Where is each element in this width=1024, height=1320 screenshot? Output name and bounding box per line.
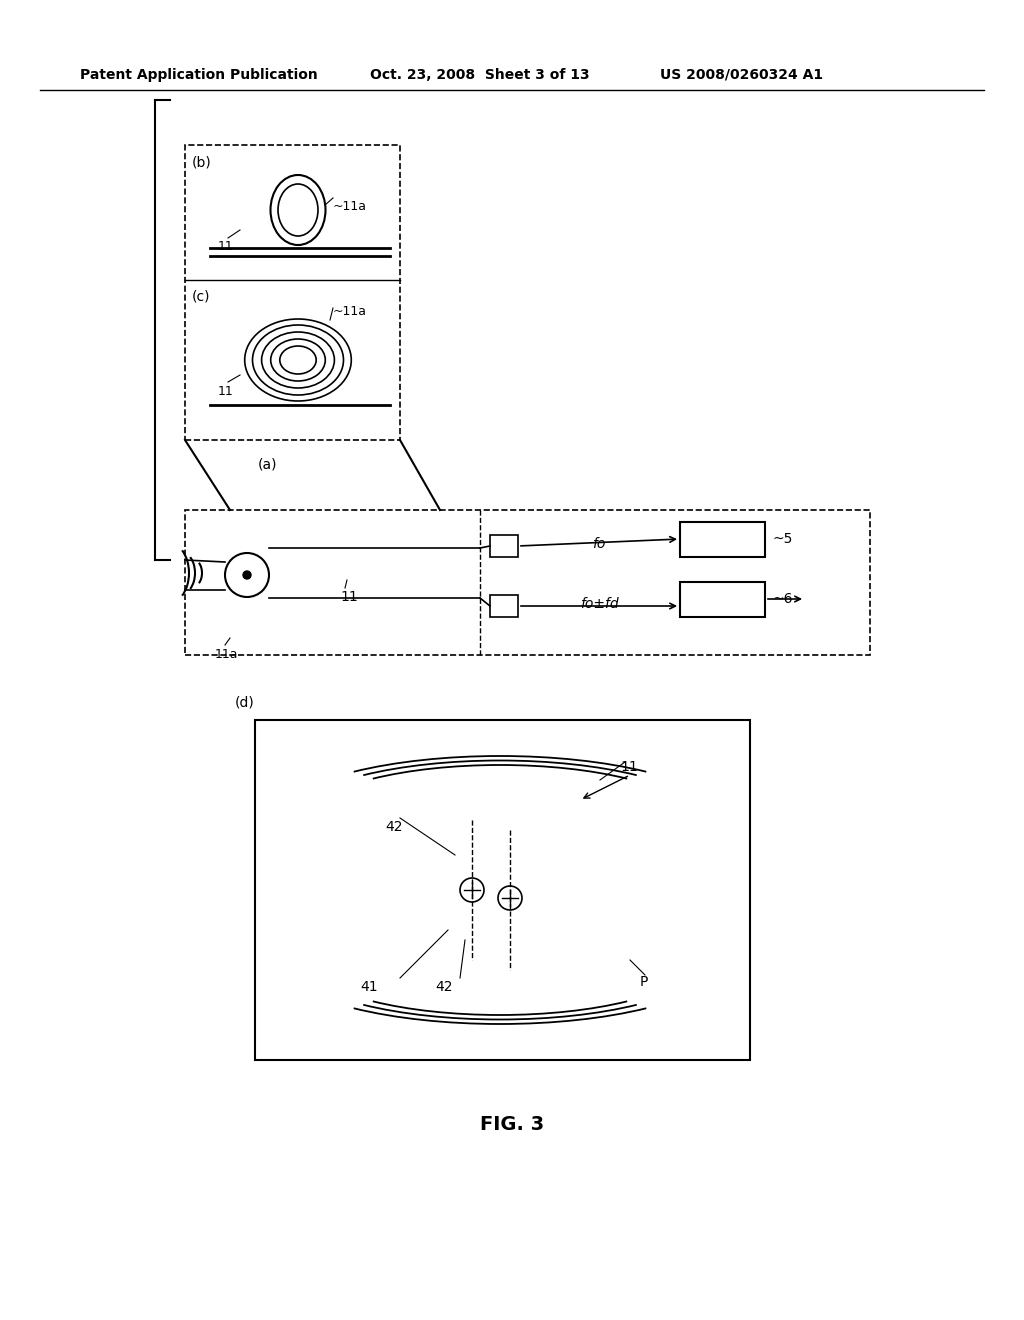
Text: 11a: 11a [215,648,239,661]
Text: 11: 11 [218,240,233,253]
Text: 11: 11 [340,590,357,605]
Text: fo±fd: fo±fd [580,597,618,611]
Text: ~5: ~5 [773,532,794,546]
Text: ~6: ~6 [773,591,794,606]
Text: 42: 42 [385,820,402,834]
Text: 11: 11 [620,760,638,774]
Text: (c): (c) [193,290,211,304]
Text: ~11a: ~11a [333,201,367,213]
Text: 11: 11 [218,385,233,399]
Text: (a): (a) [258,458,278,473]
Text: Oct. 23, 2008  Sheet 3 of 13: Oct. 23, 2008 Sheet 3 of 13 [370,69,590,82]
Text: FIG. 3: FIG. 3 [480,1115,544,1134]
Text: P: P [640,975,648,989]
Text: 41: 41 [360,979,378,994]
Text: ~11a: ~11a [333,305,367,318]
Text: US 2008/0260324 A1: US 2008/0260324 A1 [660,69,823,82]
Text: Patent Application Publication: Patent Application Publication [80,69,317,82]
Text: fo: fo [592,537,605,550]
Text: 42: 42 [435,979,453,994]
Circle shape [243,572,251,579]
Text: (d): (d) [234,696,255,709]
Text: (b): (b) [193,154,212,169]
